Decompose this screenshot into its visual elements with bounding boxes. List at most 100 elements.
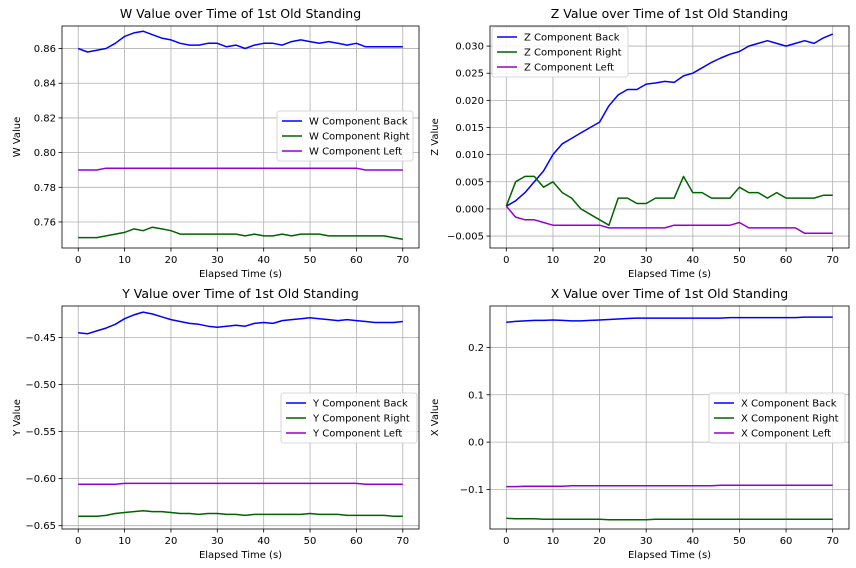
y-tick-label: 0.86 — [34, 44, 56, 55]
x-tick-label: 10 — [118, 536, 131, 547]
x-tick-label: 30 — [211, 255, 224, 266]
legend-entry: Z Component Right — [524, 48, 622, 59]
y-tick-label: −0.50 — [25, 380, 56, 391]
y-tick-label: 0.82 — [34, 113, 56, 124]
x-tick-label: 50 — [733, 536, 746, 547]
x-tick-label: 20 — [593, 536, 606, 547]
y-tick-label: 0.030 — [455, 42, 484, 53]
y-tick-label: 0.025 — [455, 69, 484, 80]
x-axis-label: Elapsed Time (s) — [199, 550, 282, 561]
x-axis-label: Elapsed Time (s) — [628, 269, 711, 280]
y-tick-label: 0.80 — [34, 148, 56, 159]
y-tick-label: −0.60 — [25, 474, 56, 485]
chart-title: W Value over Time of 1st Old Standing — [120, 6, 361, 21]
subplot-1: 0 10 20 30 40 50 60 70 0.76 0.78 0.80 0.82 0.84 0.86 W… — [12, 6, 420, 280]
x-tick-label: 30 — [211, 536, 224, 547]
series-line-2 — [506, 517, 833, 521]
x-tick-label: 0 — [503, 536, 509, 547]
x-tick-label: 60 — [350, 255, 363, 266]
series-line-2 — [78, 226, 403, 241]
y-tick-label: −0.005 — [447, 232, 484, 243]
x-tick-label: 40 — [686, 255, 699, 266]
x-tick-label: 70 — [826, 536, 839, 547]
y-axis-label: W Value — [12, 117, 23, 158]
series-line-3 — [506, 484, 833, 488]
x-tick-label: 0 — [75, 536, 81, 547]
y-tick-label: 0.015 — [455, 123, 484, 134]
series-line-3 — [78, 167, 403, 171]
y-tick-label: 0.76 — [34, 217, 56, 228]
x-tick-label: 70 — [396, 255, 409, 266]
y-tick-label: 0.000 — [455, 204, 484, 215]
plot-frame — [61, 305, 420, 530]
y-tick-label: −0.1 — [460, 485, 484, 496]
legend-box — [708, 392, 846, 444]
subplot-4: 0 10 20 30 40 50 60 70 −0.1 0.0 0.1 0.2 X Value over… — [430, 286, 850, 561]
legend-entry: X Component Left — [741, 429, 831, 440]
y-axis-label: X Value — [430, 399, 441, 437]
x-tick-label: 20 — [165, 255, 178, 266]
chart-title: X Value over Time of 1st Old Standing — [551, 286, 789, 301]
x-axis-label: Elapsed Time (s) — [628, 550, 711, 561]
y-tick-label: 0.0 — [468, 438, 484, 449]
y-tick-label: −0.65 — [25, 521, 56, 532]
x-tick-label: 10 — [547, 536, 560, 547]
legend-box — [491, 26, 629, 78]
series-line-1 — [77, 30, 403, 53]
chart-title: Y Value over Time of 1st Old Standing — [121, 286, 359, 301]
legend-entry: Z Component Back — [524, 33, 620, 44]
y-tick-label: −0.55 — [25, 427, 56, 438]
legend: Y Component Back Y Component Right Y Compo… — [280, 392, 418, 444]
x-tick-label: 30 — [640, 255, 653, 266]
legend: W Component Back W Component Right W Compo… — [276, 110, 414, 162]
legend-entry: W Component Right — [309, 132, 410, 143]
series-line-2 — [505, 175, 833, 226]
y-tick-label: −0.45 — [25, 333, 56, 344]
legend: Z Component Back Z Component Right Z Compo… — [491, 26, 629, 78]
y-tick-label: 0.010 — [455, 150, 484, 161]
legend-entry: Y Component Back — [312, 399, 408, 410]
series-line-1 — [505, 33, 833, 207]
plot-frame — [61, 25, 420, 249]
x-tick-label: 0 — [75, 255, 81, 266]
subplot-3: 0 10 20 30 40 50 60 70 −0.65 −0.60 −0.55 −0.50 −0.45… — [12, 286, 420, 561]
x-tick-label: 40 — [257, 255, 270, 266]
chart-title: Z Value over Time of 1st Old Standing — [551, 6, 789, 21]
x-tick-label: 70 — [826, 255, 839, 266]
x-axis-label: Elapsed Time (s) — [199, 269, 282, 280]
legend: X Component Back X Component Right X Compo… — [708, 392, 846, 444]
subplot-2: 0 10 20 30 40 50 60 70 −0.005 0.000 0.005 0.010 0.01… — [430, 6, 850, 280]
x-tick-label: 20 — [165, 536, 178, 547]
plot-frame — [489, 25, 850, 249]
x-tick-label: 0 — [503, 255, 509, 266]
legend-box — [280, 392, 418, 444]
x-tick-label: 40 — [686, 536, 699, 547]
x-tick-label: 40 — [257, 536, 270, 547]
legend-entry: W Component Back — [309, 117, 408, 128]
series-line-1 — [78, 311, 403, 335]
legend-entry: X Component Right — [741, 414, 839, 425]
legend-entry: Y Component Left — [312, 429, 402, 440]
y-tick-label: 0.84 — [34, 79, 56, 90]
x-tick-label: 30 — [640, 536, 653, 547]
y-tick-label: 0.005 — [455, 177, 484, 188]
x-tick-label: 50 — [304, 536, 317, 547]
legend-entry: W Component Left — [309, 147, 402, 158]
x-tick-label: 10 — [118, 255, 131, 266]
y-tick-label: 0.020 — [455, 96, 484, 107]
y-tick-label: 0.2 — [468, 343, 484, 354]
legend-entry: Y Component Right — [312, 414, 410, 425]
x-tick-label: 60 — [780, 536, 793, 547]
y-axis-label: Y Value — [12, 399, 23, 437]
x-tick-label: 60 — [350, 536, 363, 547]
y-tick-label: 0.78 — [34, 183, 56, 194]
series-line-3 — [78, 482, 403, 486]
x-tick-label: 50 — [304, 255, 317, 266]
y-tick-label: 0.1 — [468, 390, 484, 401]
legend-entry: X Component Back — [741, 399, 837, 410]
x-tick-label: 50 — [733, 255, 746, 266]
x-tick-label: 60 — [780, 255, 793, 266]
x-tick-label: 10 — [547, 255, 560, 266]
y-axis-label: Z Value — [430, 118, 441, 156]
